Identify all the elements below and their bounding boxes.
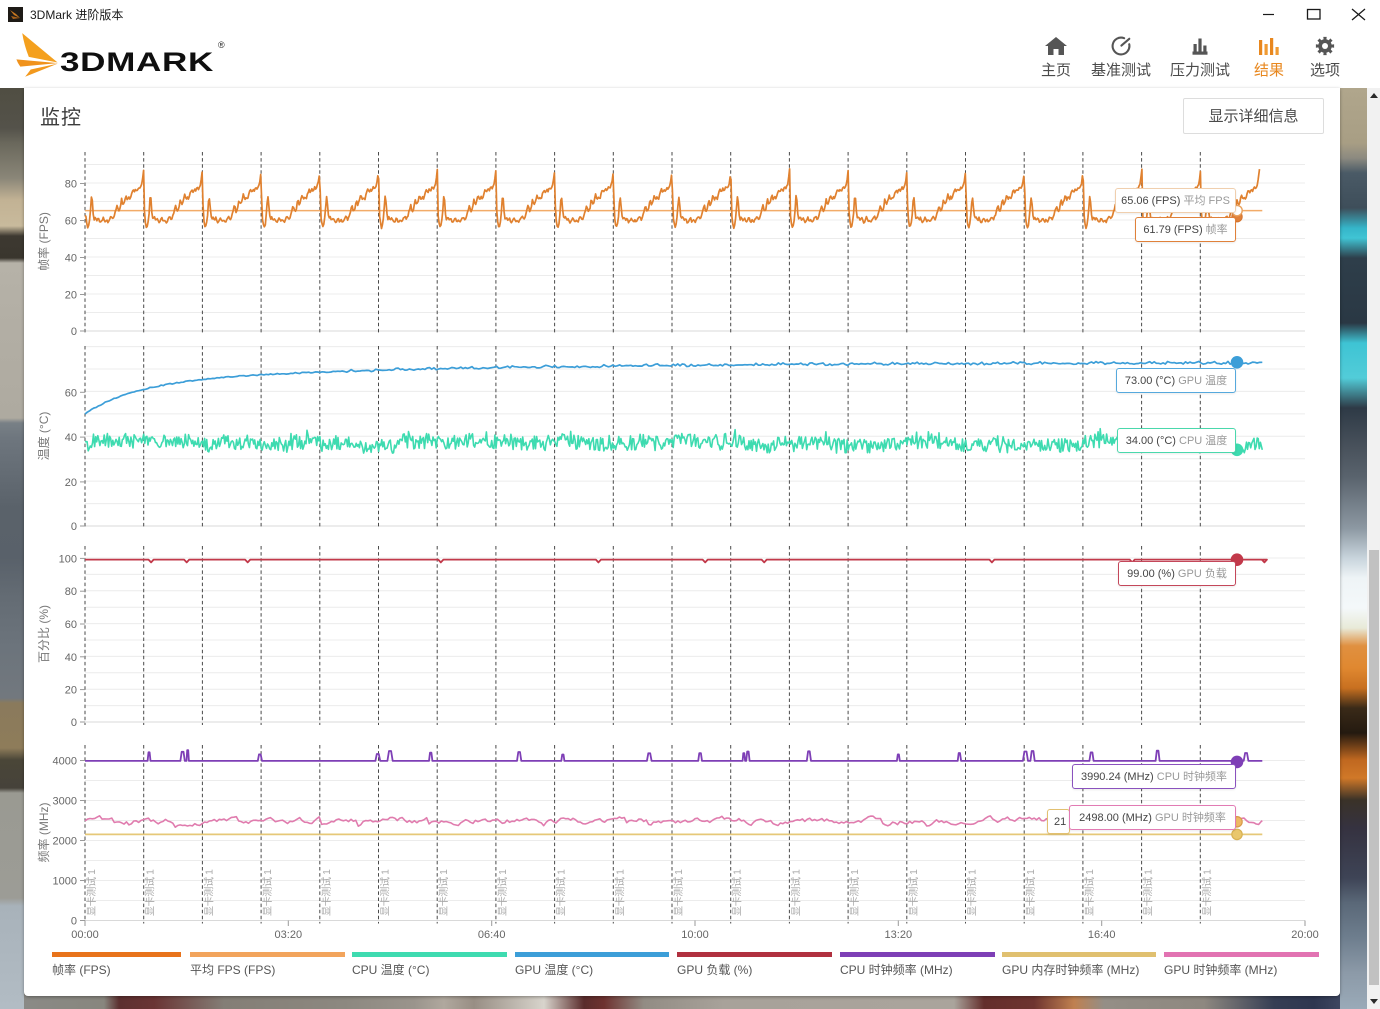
svg-text:3DMARK: 3DMARK xyxy=(60,47,214,77)
svg-text:®: ® xyxy=(218,40,225,50)
